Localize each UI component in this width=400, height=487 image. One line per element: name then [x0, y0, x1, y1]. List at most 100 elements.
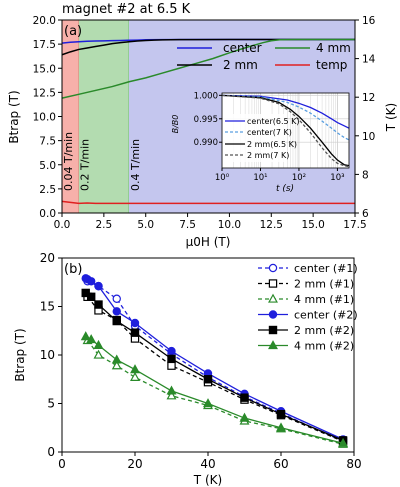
panel-b: 0 20 40 60 80 0 5 10 15 20 (b) T (K) Btrap (T) c…	[13, 251, 362, 487]
b-x-axis: 0 20 40 60 80	[58, 452, 362, 471]
b-legend-label-center-1: center (#1)	[294, 262, 358, 275]
a-x-tick-label: 10.0	[218, 219, 241, 231]
b-point-4-mm-2	[130, 364, 140, 374]
inset-series-layer	[221, 94, 350, 168]
b-y-axis-label: Btrap (T)	[13, 328, 27, 381]
a-y-tick-label: 2.5	[39, 184, 56, 196]
b-point-4-mm-2	[338, 437, 349, 447]
b-point-4-mm-1	[111, 360, 122, 370]
b-point-4-mm-2	[80, 331, 91, 341]
a-y-tick-label: 7.5	[39, 136, 56, 148]
a-region-0	[62, 20, 79, 213]
b-legend-marker-4-mm-2	[268, 340, 278, 350]
b-legend-marker-4-mm-1	[268, 293, 278, 303]
a-legend: center 4 mm 2 mm temp	[177, 41, 351, 72]
inset-legend-label-2mm-7k: 2 mm(7 K)	[247, 151, 289, 160]
a-y2-tick-label: 16	[362, 15, 376, 27]
a-y2-axis: 6 8 10 12 14 16	[355, 15, 376, 220]
inset-frame	[221, 92, 350, 169]
inset-y-tick-label: 0.990	[194, 138, 218, 148]
b-legend-label-2-mm-1: 2 mm (#1)	[294, 278, 354, 291]
b-x-axis-label: T (K)	[193, 473, 222, 487]
b-x-tick-label: 80	[346, 457, 361, 471]
a-x-tick-label: 12.5	[260, 219, 283, 231]
a-y2-tick-label: 12	[362, 92, 375, 104]
b-point-2-mm-2	[276, 409, 286, 419]
inset-series-center-6-5-k	[221, 94, 350, 129]
b-point-4-mm-2	[276, 422, 286, 432]
inset-legend-label-center-7k: center(7 K)	[247, 128, 292, 137]
a-y-tick-label: 5.0	[39, 160, 56, 172]
a-y-tick-label: 15.0	[33, 63, 56, 75]
b-point-4-mm-2	[203, 398, 213, 408]
b-x-tick-label: 40	[200, 457, 215, 471]
a-series-2-mm	[61, 38, 355, 56]
a-y-tick-label: 20.0	[33, 15, 56, 27]
b-point-4-mm-1	[130, 371, 140, 381]
a-y2-tick-label: 10	[362, 131, 375, 143]
b-legend-label-2-mm-2: 2 mm (#2)	[294, 324, 354, 337]
b-point-4-mm-2	[93, 339, 104, 349]
b-y-tick-label: 10	[40, 348, 55, 362]
b-y-tick-label: 0	[47, 445, 55, 459]
b-panel-label: (b)	[64, 262, 82, 277]
b-point-center-2	[86, 277, 96, 286]
inset-legend-label-2mm-6-5k: 2 mm(6.5 K)	[247, 140, 297, 149]
a-series-temp	[61, 200, 355, 205]
b-legend-marker-2-mm-1	[268, 279, 278, 288]
a-y2-axis-label: T (K)	[384, 103, 398, 132]
b-point-4-mm-2	[86, 334, 97, 344]
b-y-axis: 0 5 10 15 20	[40, 251, 62, 459]
inset-x-tick-label: 10⁰	[215, 173, 230, 183]
a-panel-label: (a)	[64, 24, 82, 39]
b-legend-marker-center-1	[268, 263, 278, 273]
inset-x-axis: 10⁰ 10¹ 10² 10³	[215, 168, 345, 183]
b-x-tick-label: 60	[273, 457, 288, 471]
b-legend-label-4-mm-2: 4 mm (#2)	[294, 340, 354, 353]
inset-x-tick-label: 10³	[330, 173, 344, 183]
b-point-4-mm-1	[166, 390, 177, 400]
inset-legend-box	[223, 114, 285, 162]
b-y-tick-label: 20	[40, 251, 55, 265]
inset-series-center-7-k	[221, 94, 350, 141]
b-point-2-mm-1	[167, 361, 176, 370]
inset-legend-label-center-6-5k: center(6.5 K)	[247, 117, 300, 126]
a-x-tick-label: 2.5	[96, 219, 113, 231]
a-x-tick-label: 7.5	[179, 219, 196, 231]
b-point-2-mm-2	[203, 375, 213, 384]
inset-y-tick-label: 0.995	[194, 115, 218, 125]
figure-title: magnet #2 at 6.5 K	[62, 2, 191, 17]
a-x-tick-label: 17.5	[343, 219, 366, 231]
a-x-tick-label: 0.0	[54, 219, 71, 231]
b-series-line-2-mm-1	[87, 296, 344, 442]
b-point-center-2	[94, 281, 103, 291]
a-region-label-0: 0.04 T/min	[62, 132, 75, 191]
inset-y-axis: 1.000 0.995 0.990	[194, 91, 222, 148]
b-series-layer	[80, 274, 349, 448]
inset-series-2-mm-7-k	[221, 94, 350, 168]
b-point-2-mm-2	[94, 300, 103, 309]
b-point-center-1	[112, 294, 121, 303]
b-point-2-mm-2	[112, 316, 121, 326]
a-x-tick-label: 15.0	[301, 219, 324, 231]
b-point-4-mm-2	[166, 385, 177, 395]
b-legend: center (#1) 2 mm (#1) 4 mm (#1) center (#2)…	[258, 262, 358, 353]
inset-y-tick-label: 1.000	[194, 91, 218, 101]
b-x-tick-label: 0	[58, 457, 66, 471]
b-point-center-2	[112, 307, 121, 316]
b-point-4-mm-1	[93, 349, 104, 359]
a-y2-tick-label: 14	[362, 54, 376, 66]
a-legend-label-4mm: 4 mm	[316, 41, 351, 55]
b-point-2-mm-2	[240, 393, 249, 402]
a-legend-label-2mm: 2 mm	[223, 58, 258, 72]
inset-series-2-mm-6-5-k	[221, 94, 350, 167]
inset-x-tick-label: 10²	[292, 173, 306, 183]
a-x-axis: 0.0 2.5 5.0 7.5 10.0 12.5 15.0 17.5	[54, 213, 367, 231]
b-point-center-2	[167, 346, 176, 356]
a-legend-label-temp: temp	[316, 58, 347, 72]
a-legend-label-center: center	[223, 41, 262, 55]
b-point-2-mm-2	[167, 354, 176, 364]
b-point-4-mm-2	[239, 412, 250, 422]
b-y-tick-label: 5	[47, 397, 55, 411]
